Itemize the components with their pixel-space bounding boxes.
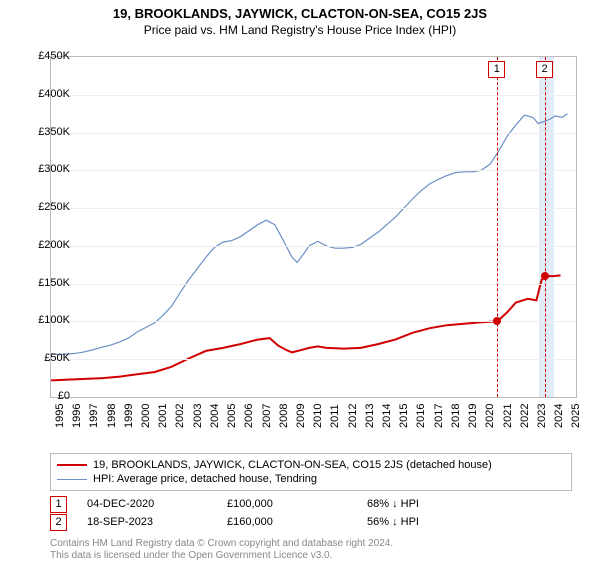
chart-plot-area [50, 56, 577, 398]
transaction-table: 1 04-DEC-2020£100,00068% ↓ HPI 2 18-SEP-202… [50, 496, 507, 532]
transaction-price: £160,000 [227, 516, 367, 528]
y-axis-label: £100K [25, 314, 70, 326]
footer-line-1: Contains HM Land Registry data © Crown c… [50, 538, 393, 550]
series-line [51, 275, 561, 380]
marker-label-box: 1 [488, 61, 505, 78]
x-axis-label: 2007 [261, 404, 273, 428]
x-axis-label: 2013 [364, 404, 376, 428]
x-axis-label: 2011 [329, 404, 341, 428]
transaction-row: 1 04-DEC-2020£100,00068% ↓ HPI [50, 496, 507, 512]
x-axis-label: 1996 [71, 404, 83, 428]
y-axis-label: £250K [25, 201, 70, 213]
transaction-date: 04-DEC-2020 [87, 498, 227, 510]
y-axis-label: £450K [25, 50, 70, 62]
x-axis-label: 2004 [209, 404, 221, 428]
x-axis-label: 2012 [347, 404, 359, 428]
x-axis-label: 2025 [570, 404, 582, 428]
footer-line-2: This data is licensed under the Open Gov… [50, 550, 393, 562]
y-axis-label: £0 [25, 390, 70, 402]
x-axis-label: 2001 [157, 404, 169, 428]
x-axis-label: 2010 [312, 404, 324, 428]
y-axis-label: £150K [25, 277, 70, 289]
x-axis-label: 2009 [295, 404, 307, 428]
legend-label: HPI: Average price, detached house, Tend… [93, 473, 317, 485]
footer-attribution: Contains HM Land Registry data © Crown c… [50, 538, 393, 562]
x-axis-label: 2019 [467, 404, 479, 428]
transaction-pct: 68% ↓ HPI [367, 498, 507, 510]
y-axis-label: £400K [25, 88, 70, 100]
y-axis-label: £300K [25, 163, 70, 175]
legend-item: HPI: Average price, detached house, Tend… [57, 472, 565, 486]
x-axis-label: 2020 [484, 404, 496, 428]
x-axis-label: 2006 [243, 404, 255, 428]
x-axis-label: 2014 [381, 404, 393, 428]
x-axis-label: 2015 [398, 404, 410, 428]
transaction-number-box: 1 [50, 496, 67, 513]
chart-title-address: 19, BROOKLANDS, JAYWICK, CLACTON-ON-SEA,… [0, 6, 600, 21]
y-axis-label: £50K [25, 352, 70, 364]
series-line [51, 114, 567, 355]
x-axis-label: 2023 [536, 404, 548, 428]
x-axis-label: 2022 [519, 404, 531, 428]
marker-dot [493, 317, 501, 325]
y-axis-label: £350K [25, 126, 70, 138]
x-axis-label: 1997 [88, 404, 100, 428]
transaction-price: £100,000 [227, 498, 367, 510]
x-axis-label: 1999 [123, 404, 135, 428]
legend-box: 19, BROOKLANDS, JAYWICK, CLACTON-ON-SEA,… [50, 453, 572, 491]
x-axis-label: 2024 [553, 404, 565, 428]
x-axis-label: 2017 [433, 404, 445, 428]
x-axis-label: 2002 [174, 404, 186, 428]
marker-label-box: 2 [536, 61, 553, 78]
x-axis-label: 2005 [226, 404, 238, 428]
legend-swatch [57, 479, 87, 480]
x-axis-label: 1995 [54, 404, 66, 428]
transaction-row: 2 18-SEP-2023£160,00056% ↓ HPI [50, 514, 507, 530]
x-axis-label: 2016 [415, 404, 427, 428]
x-axis-label: 2003 [192, 404, 204, 428]
marker-line [545, 57, 546, 397]
x-axis-label: 1998 [106, 404, 118, 428]
x-axis-label: 2008 [278, 404, 290, 428]
legend-label: 19, BROOKLANDS, JAYWICK, CLACTON-ON-SEA,… [93, 459, 492, 471]
x-axis-label: 2021 [502, 404, 514, 428]
marker-dot [541, 272, 549, 280]
y-axis-label: £200K [25, 239, 70, 251]
transaction-pct: 56% ↓ HPI [367, 516, 507, 528]
x-axis-label: 2000 [140, 404, 152, 428]
x-axis-label: 2018 [450, 404, 462, 428]
chart-title-desc: Price paid vs. HM Land Registry's House … [0, 23, 600, 37]
transaction-date: 18-SEP-2023 [87, 516, 227, 528]
legend-item: 19, BROOKLANDS, JAYWICK, CLACTON-ON-SEA,… [57, 458, 565, 472]
legend-swatch [57, 464, 87, 466]
transaction-number-box: 2 [50, 514, 67, 531]
marker-line [497, 57, 498, 397]
